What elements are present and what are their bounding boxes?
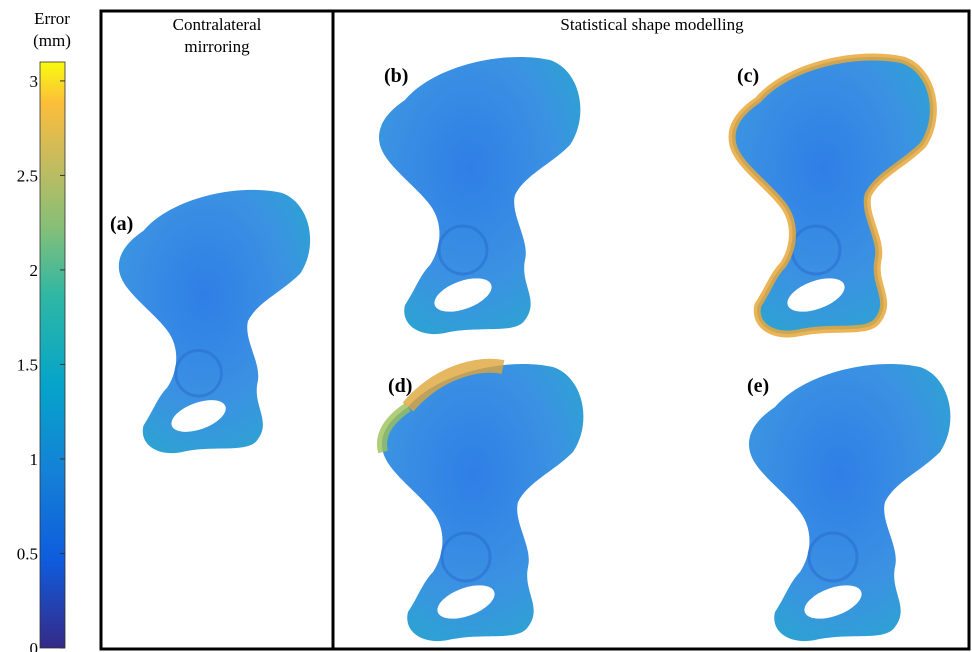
colorbar-scale — [40, 62, 65, 648]
tick-label: 1 — [30, 450, 39, 469]
panel-label: (a) — [110, 213, 133, 235]
tick-label: 0.5 — [17, 544, 38, 563]
tick-label: 0 — [30, 639, 39, 652]
colorbar-unit: (mm) — [33, 31, 71, 50]
panel-label: (c) — [737, 65, 759, 87]
figure: Error (mm) Contralateralmirroring Statis… — [0, 0, 972, 652]
tick-label: 2 — [30, 261, 39, 280]
tick-label: 3 — [30, 72, 39, 91]
pelvis-render — [119, 190, 310, 453]
colorbar: Error (mm) — [33, 9, 71, 648]
tick-label: 2.5 — [17, 166, 38, 185]
colorbar-title: Error — [34, 9, 70, 28]
tick-label: 1.5 — [17, 355, 38, 374]
panel-label: (d) — [388, 375, 412, 397]
panel-label: (e) — [747, 375, 769, 397]
pelvis-render — [732, 57, 933, 334]
pelvis-render — [382, 364, 583, 641]
panel-label: (b) — [384, 65, 408, 87]
pelvis-render — [379, 57, 580, 334]
pelvis-render — [749, 364, 950, 641]
panel-title: Statistical shape modelling — [560, 15, 744, 34]
